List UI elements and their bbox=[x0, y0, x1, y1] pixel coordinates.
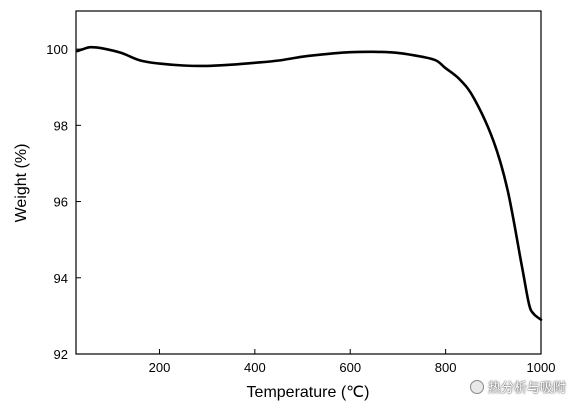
x-tick-label: 200 bbox=[149, 360, 171, 375]
watermark-text: 热分析与吸附 bbox=[487, 381, 566, 396]
y-tick-label: 92 bbox=[54, 347, 68, 362]
x-tick-label: 600 bbox=[339, 360, 361, 375]
y-tick-label: 100 bbox=[46, 42, 68, 57]
x-tick-label: 400 bbox=[244, 360, 266, 375]
y-tick-label: 94 bbox=[54, 271, 68, 286]
x-tick-label: 800 bbox=[435, 360, 457, 375]
x-axis-title: Temperature (℃) bbox=[247, 384, 370, 401]
x-tick-label: 1000 bbox=[527, 360, 556, 375]
plot-frame bbox=[75, 10, 542, 355]
y-tick-label: 98 bbox=[54, 118, 68, 133]
y-axis-title: Weight (%) bbox=[13, 144, 30, 223]
wechat-logo-icon bbox=[469, 379, 484, 394]
series-line bbox=[76, 45, 543, 321]
y-tick-label: 96 bbox=[54, 195, 68, 210]
watermark: 热分析与吸附 bbox=[469, 377, 566, 396]
